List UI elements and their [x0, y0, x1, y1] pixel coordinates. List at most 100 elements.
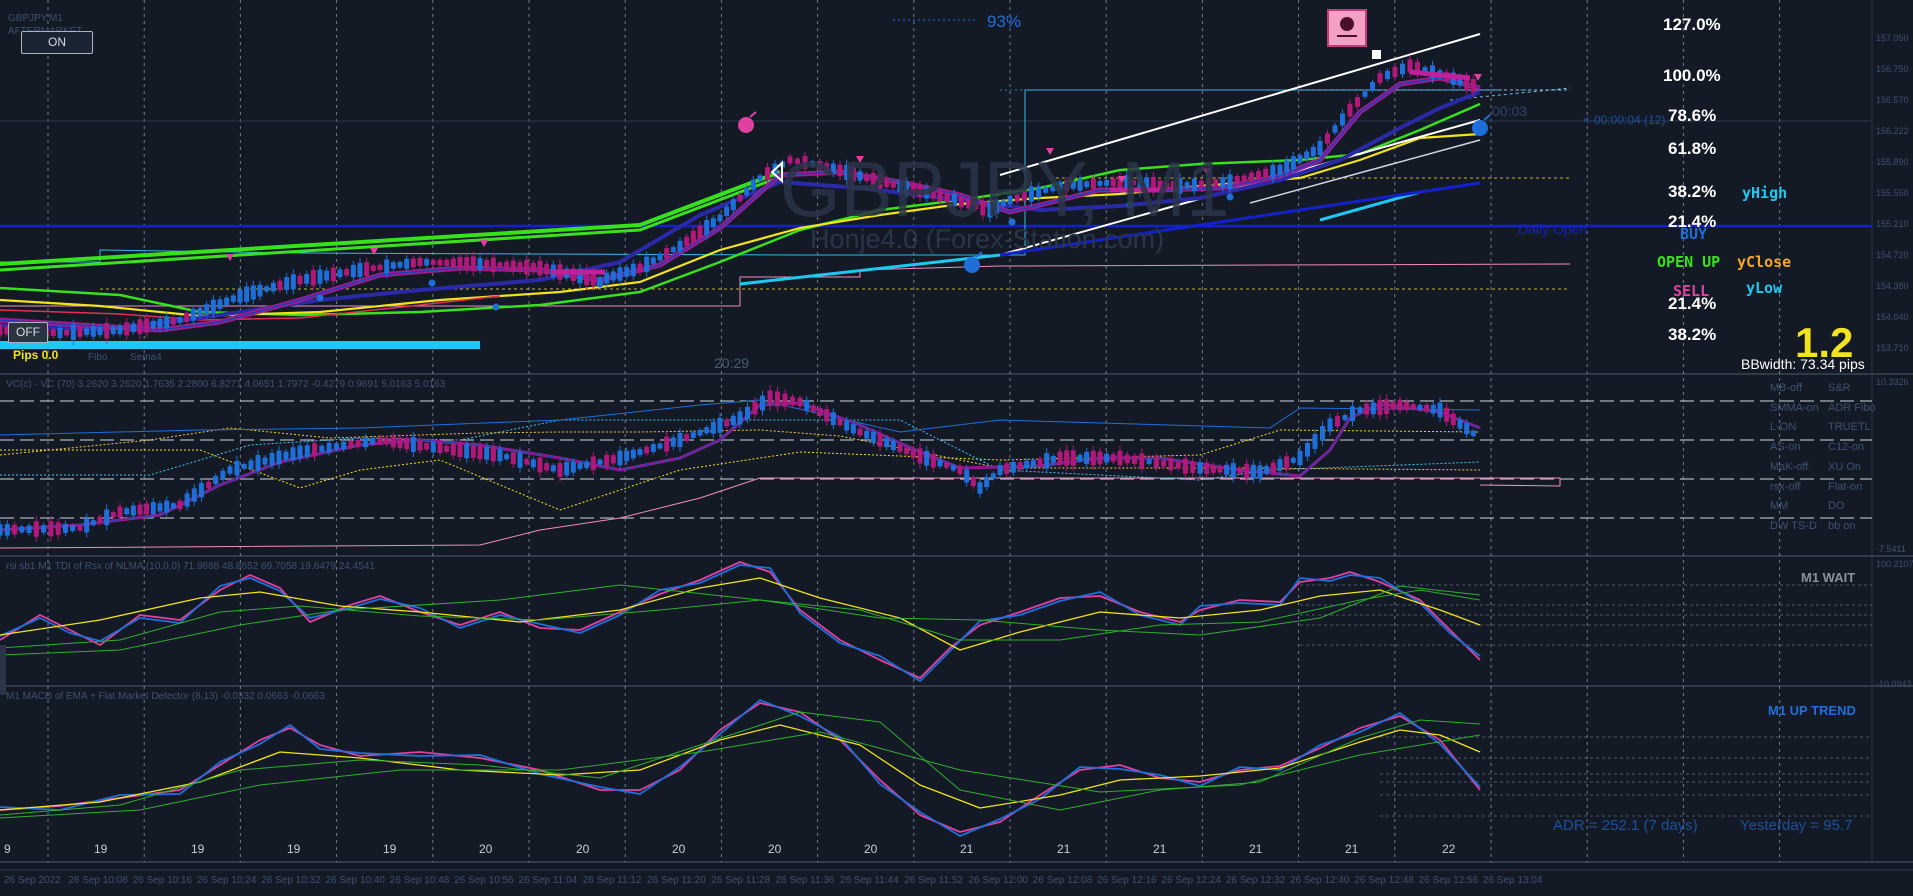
price-candle-body	[184, 312, 190, 322]
price-candle-body	[577, 268, 583, 284]
vc-candle-body	[404, 437, 410, 450]
price-candle-body	[1332, 125, 1338, 133]
vc-candle-body	[1257, 465, 1263, 479]
fib-level-214-lower: 21.4%	[1668, 294, 1717, 313]
time-axis-label: 26 Sep 10:48	[389, 875, 450, 886]
vc-candle-body	[824, 409, 830, 422]
vc-candle-body	[110, 512, 116, 518]
day-axis-label: 20	[576, 842, 590, 856]
fib-level-618: 61.8%	[1668, 139, 1717, 158]
vc-candle-body	[130, 505, 136, 516]
vc-candle-body	[844, 420, 850, 431]
vc-candle-body	[117, 506, 123, 518]
down-arrow-icon	[226, 254, 234, 261]
vc-candle-body	[697, 429, 703, 436]
vc-candle-body	[537, 457, 543, 473]
vc-candle-body	[276, 450, 282, 465]
price-candle-body	[817, 161, 823, 169]
vc-candle-body	[1342, 415, 1348, 420]
vc-candle-body	[164, 500, 170, 513]
vc-candle-body	[1404, 401, 1410, 411]
vc-candle-body	[1470, 430, 1476, 436]
cyan-trend	[1319, 190, 1421, 222]
vc-candle-body	[617, 450, 623, 466]
price-candle-body	[84, 328, 90, 336]
vc-candle-body	[377, 436, 383, 444]
price-candle-body	[384, 259, 390, 274]
vc-candle-body	[206, 481, 212, 489]
time-axis-label: 26 Sep 12:40	[1290, 875, 1350, 886]
vc-candle-body	[1312, 434, 1318, 449]
vc-candle-body	[964, 469, 970, 483]
price-candle-body	[304, 274, 310, 284]
price-candle-body	[97, 327, 103, 335]
vc-candle-body	[1084, 451, 1090, 465]
price-candle-body	[1277, 164, 1283, 176]
vc-candle-body	[1270, 462, 1276, 473]
down-arrow-icon	[370, 248, 378, 255]
fibo-tab[interactable]: Fibo	[88, 352, 108, 363]
fib-level-127: 127.0%	[1663, 15, 1721, 34]
vc-candle-body	[1190, 461, 1196, 473]
price-candle-body	[1355, 97, 1360, 107]
vc-candle-body	[604, 454, 610, 467]
y-high-label: yHigh	[1742, 184, 1788, 202]
price-candle-body	[717, 214, 723, 222]
time-axis-label: 26 Sep 12:00	[968, 875, 1029, 886]
magenta-dash	[1409, 69, 1471, 81]
buy-signal: BUY	[1680, 225, 1708, 243]
sema-tab[interactable]: Sema4	[130, 352, 162, 363]
price-candle-body	[850, 166, 856, 182]
vc-candle-body	[870, 432, 876, 443]
price-candle-body	[917, 184, 923, 198]
vc-menu-item: Flat-on	[1828, 480, 1863, 493]
vc-candle-body	[544, 463, 550, 471]
price-candle-body	[257, 284, 263, 297]
time-axis-label: 26 Sep 10:16	[132, 875, 193, 886]
vc-candle-body	[283, 451, 289, 460]
price-candle-body	[994, 199, 1000, 214]
price-candle-body	[477, 258, 483, 270]
vc-candle-body	[144, 503, 150, 515]
dot-icon	[492, 303, 500, 311]
price-candle-body	[704, 220, 710, 235]
price-candle-body	[1317, 140, 1323, 156]
vc-candle-body	[41, 525, 47, 533]
vc-candle-body	[191, 488, 197, 502]
tdi-axis-top: 100.2107	[1876, 559, 1913, 569]
off-button[interactable]: OFF	[8, 322, 48, 343]
price-candle-body	[958, 196, 964, 208]
price-candle-body	[1097, 180, 1103, 186]
vc-candle-body	[837, 418, 843, 426]
price-candle-body	[1144, 177, 1150, 191]
countdown-small: 00:03	[1492, 103, 1528, 119]
price-candle-body	[1234, 175, 1240, 185]
vc-menu-item: C12-on	[1828, 441, 1865, 454]
price-candle-body	[1206, 179, 1212, 188]
y-low-label: yLow	[1746, 279, 1783, 297]
bb-width-label: BBwidth: 73.34 pips	[1741, 356, 1865, 372]
vc-panel-title: VC(c) - VC (70) 3.2620 3.2620 1.7635 2.2…	[6, 379, 446, 390]
vc-candle-body	[597, 459, 603, 465]
vc-candle-body	[637, 448, 643, 456]
vc-candle-body	[84, 518, 90, 533]
vc-menu-item: L-ON	[1770, 421, 1797, 434]
dot-icon	[596, 280, 604, 288]
fib-level-214: 21.4%	[1668, 212, 1717, 231]
vc-candle-body	[1070, 450, 1076, 466]
on-button[interactable]: ON	[21, 31, 93, 54]
vc-candle-body	[1450, 413, 1456, 425]
dot-icon	[316, 294, 324, 302]
vc-candle-body	[1197, 462, 1203, 474]
price-candle-body	[1362, 91, 1368, 97]
price-candle-body	[284, 277, 290, 290]
price-axis-label: 157.050	[1876, 33, 1909, 43]
vc-candle-body	[1124, 454, 1130, 464]
price-candle-body	[0, 324, 3, 336]
price-candle-body	[1284, 160, 1290, 173]
price-candle-body	[1050, 184, 1056, 192]
vc-candle-body	[1090, 450, 1096, 466]
vc-candle-body	[370, 438, 376, 445]
price-candle-body	[110, 326, 116, 334]
